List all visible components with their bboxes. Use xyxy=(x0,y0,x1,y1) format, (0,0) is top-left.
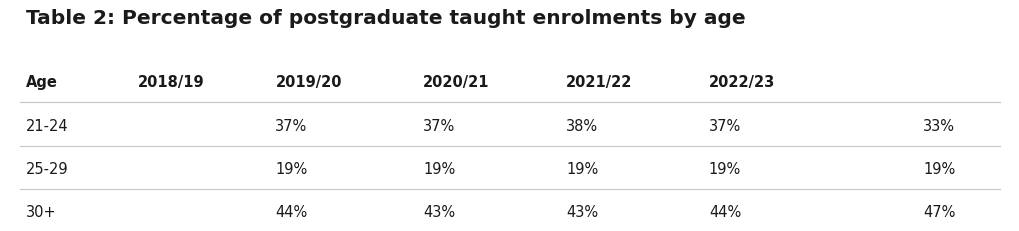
Text: 2020/21: 2020/21 xyxy=(423,75,489,89)
Text: Age: Age xyxy=(25,75,57,89)
Text: 19%: 19% xyxy=(922,161,955,176)
Text: 2018/19: 2018/19 xyxy=(138,75,204,89)
Text: 37%: 37% xyxy=(275,119,308,133)
Text: 2022/23: 2022/23 xyxy=(708,75,774,89)
Text: 2019/20: 2019/20 xyxy=(275,75,341,89)
Text: 37%: 37% xyxy=(708,119,741,133)
Text: 19%: 19% xyxy=(423,161,455,176)
Text: 19%: 19% xyxy=(708,161,741,176)
Text: 21-24: 21-24 xyxy=(25,119,68,133)
Text: 44%: 44% xyxy=(708,204,741,219)
Text: 33%: 33% xyxy=(922,119,954,133)
Text: 44%: 44% xyxy=(275,204,308,219)
Text: 37%: 37% xyxy=(423,119,455,133)
Text: 38%: 38% xyxy=(566,119,597,133)
Text: 19%: 19% xyxy=(566,161,598,176)
Text: 30+: 30+ xyxy=(25,204,56,219)
Text: Table 2: Percentage of postgraduate taught enrolments by age: Table 2: Percentage of postgraduate taug… xyxy=(25,9,745,28)
Text: 43%: 43% xyxy=(566,204,597,219)
Text: 43%: 43% xyxy=(423,204,454,219)
Text: 47%: 47% xyxy=(922,204,955,219)
Text: 19%: 19% xyxy=(275,161,308,176)
Text: 2021/22: 2021/22 xyxy=(566,75,632,89)
Text: 25-29: 25-29 xyxy=(25,161,68,176)
